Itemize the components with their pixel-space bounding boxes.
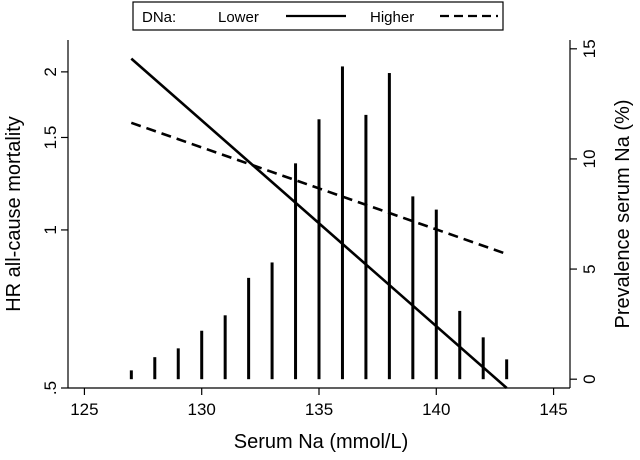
prevalence-bar: [200, 330, 204, 380]
prevalence-bar: [434, 209, 438, 380]
y-right-tick-label: 5: [580, 264, 599, 273]
y-right-tick-label: 15: [580, 39, 599, 58]
prevalence-bar: [153, 357, 157, 380]
prevalence-bar: [176, 348, 180, 380]
y-left-tick-label: 1.5: [41, 126, 60, 150]
y-left-tick-label: 2: [41, 67, 60, 76]
prevalence-bar: [481, 337, 485, 380]
x-axis-title: Serum Na (mmol/L): [234, 431, 408, 453]
x-tick-label: 125: [70, 400, 98, 419]
prevalence-bar: [317, 119, 321, 380]
prevalence-bar: [458, 310, 462, 380]
prevalence-bar: [411, 196, 415, 380]
series-line-lower: [130, 57, 508, 389]
y-right-tick-label: 0: [580, 374, 599, 383]
x-tick-label: 140: [422, 400, 450, 419]
prevalence-bar: [247, 277, 251, 380]
y-left-tick-label: .5: [41, 381, 60, 395]
prevalence-bar: [340, 66, 344, 380]
y-left-axis-title: HR all-cause mortality: [3, 116, 25, 312]
series-line-higher: [130, 121, 508, 256]
prevalence-bar: [505, 359, 509, 380]
y-left-axis-ticks: .5 1 1.5 2: [41, 67, 68, 395]
y-right-axis-ticks: 0 5 10 15: [570, 39, 599, 384]
x-axis-ticks: 125 130 135 140 145: [70, 388, 568, 419]
y-left-tick-label: 1: [41, 225, 60, 234]
x-tick-label: 145: [539, 400, 567, 419]
legend: DNa: Lower Higher: [132, 1, 504, 31]
prevalence-bar: [387, 73, 391, 380]
prevalence-bar: [129, 370, 133, 380]
legend-label-lower: Lower: [218, 9, 259, 26]
prevalence-bar: [364, 114, 368, 380]
y-right-tick-label: 10: [580, 149, 599, 168]
prevalence-bars: [129, 66, 509, 380]
legend-label-higher: Higher: [370, 9, 414, 26]
prevalence-bar: [223, 315, 227, 380]
hr-lines: [130, 57, 508, 389]
x-tick-label: 130: [188, 400, 216, 419]
x-tick-label: 135: [305, 400, 333, 419]
legend-title: DNa:: [142, 9, 176, 26]
y-right-axis-title: Prevalence serum Na (%): [612, 100, 634, 329]
prevalence-bar: [270, 262, 274, 380]
prevalence-bar: [294, 163, 298, 380]
